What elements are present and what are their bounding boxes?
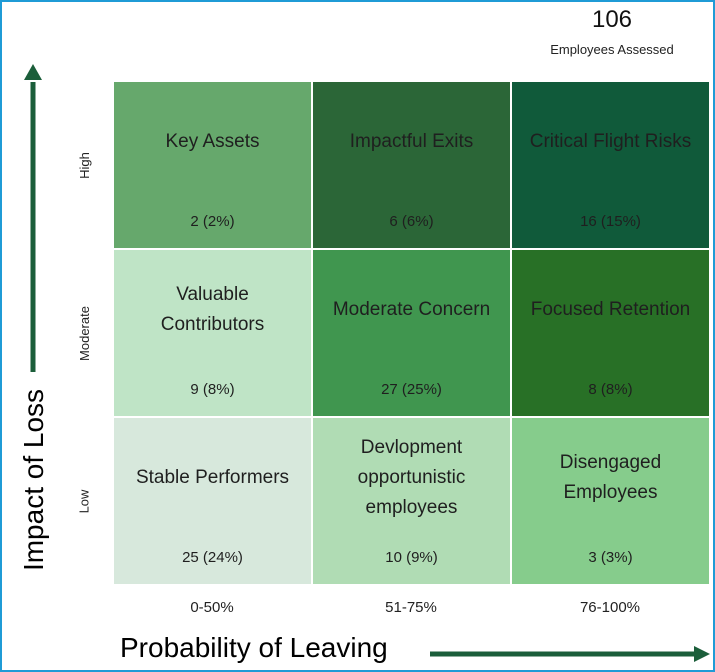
matrix-cell: Critical Flight Risks 16 (15%): [511, 81, 710, 249]
row-label-low-text: Low: [76, 489, 92, 513]
matrix-cell: Valuable Contributors 9 (8%): [113, 249, 312, 417]
matrix-cell-name: Key Assets: [165, 131, 260, 152]
matrix-cell-name: Focused Retention: [530, 299, 691, 320]
matrix-cell-count: 16 (15%): [580, 213, 641, 230]
matrix-cell: Impactful Exits 6 (6%): [312, 81, 511, 249]
matrix-cell-count: 10 (9%): [385, 549, 438, 566]
matrix-cell: Stable Performers 25 (24%): [113, 417, 312, 585]
matrix-cell-name: Valuable Contributors: [160, 284, 265, 335]
col-label-76-100: 76-100%: [579, 599, 641, 616]
x-axis-arrow-head: [694, 646, 710, 662]
matrix-cell: Moderate Concern 27 (25%): [312, 249, 511, 417]
matrix-cell: Devlopment opportunistic employees 10 (9%…: [312, 417, 511, 585]
matrix-cell-count: 3 (3%): [588, 549, 633, 566]
y-axis-arrow-head: [24, 64, 42, 80]
matrix-cell-count: 25 (24%): [182, 549, 243, 566]
matrix-cell: Disengaged Employees 3 (3%): [511, 417, 710, 585]
matrix-cell: Key Assets 2 (2%): [113, 81, 312, 249]
row-label-high-text: High: [76, 151, 92, 179]
y-axis-title: Impact of Loss: [6, 370, 62, 590]
row-label-high: High: [64, 81, 104, 249]
row-label-moderate-text: Moderate: [76, 305, 92, 361]
total-employees: 106: [591, 6, 633, 33]
matrix-cell: Focused Retention 8 (8%): [511, 249, 710, 417]
matrix-cell-name: Moderate Concern: [332, 299, 491, 320]
matrix-cell-name: Critical Flight Risks: [529, 131, 692, 152]
row-label-low: Low: [64, 417, 104, 585]
matrix-cell-name: Devlopment opportunistic employees: [357, 437, 466, 518]
matrix-cell-count: 6 (6%): [389, 213, 434, 230]
matrix-cell-name: Impactful Exits: [349, 131, 474, 152]
matrix-cell-name: Disengaged Employees: [559, 452, 662, 503]
total-employees-caption: Employees Assessed: [550, 42, 674, 57]
col-label-0-50: 0-50%: [190, 599, 234, 616]
risk-matrix: Key Assets 2 (2%) Impactful Exits 6 (6%) Cri…: [113, 81, 710, 585]
x-axis-title: Probability of Leaving: [120, 632, 388, 663]
matrix-cell-count: 2 (2%): [190, 213, 235, 230]
matrix-cell-count: 9 (8%): [190, 381, 235, 398]
matrix-cell-count: 27 (25%): [381, 381, 442, 398]
matrix-cell-name: Stable Performers: [135, 467, 290, 488]
row-label-moderate: Moderate: [64, 249, 104, 417]
matrix-cell-count: 8 (8%): [588, 381, 633, 398]
col-label-51-75: 51-75%: [385, 599, 437, 616]
y-axis-title-text: Impact of Loss: [18, 388, 49, 572]
